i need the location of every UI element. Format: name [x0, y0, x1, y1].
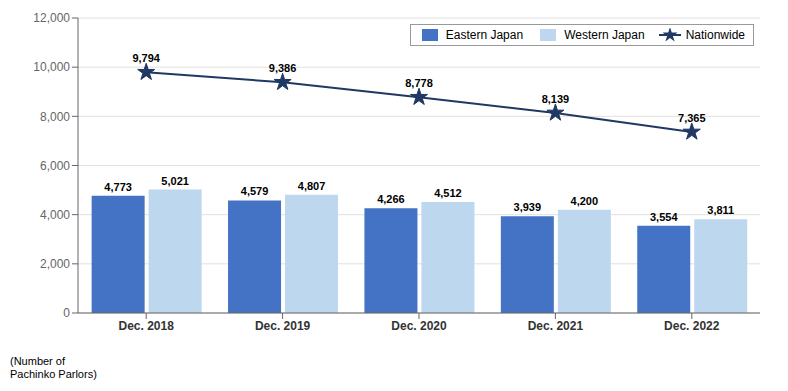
- svg-text:9,386: 9,386: [269, 62, 297, 74]
- svg-text:Dec. 2021: Dec. 2021: [528, 319, 584, 333]
- svg-text:2,000: 2,000: [40, 257, 70, 271]
- svg-text:5,021: 5,021: [161, 175, 189, 187]
- html-text:Eastern Japan: Eastern Japan: [445, 28, 524, 42]
- svg-text:Dec. 2022: Dec. 2022: [664, 319, 720, 333]
- html-text:Western Japan: Western Japan: [564, 28, 645, 42]
- svg-text:3,811: 3,811: [707, 204, 734, 216]
- svg-text:Dec. 2018: Dec. 2018: [119, 319, 175, 333]
- svg-text:4,000: 4,000: [40, 208, 70, 222]
- svg-text:3,939: 3,939: [514, 201, 542, 213]
- svg-text:10,000: 10,000: [33, 60, 70, 74]
- svg-text:8,778: 8,778: [405, 77, 433, 89]
- svg-text:8,139: 8,139: [542, 93, 570, 105]
- svg-text:4,266: 4,266: [377, 193, 405, 205]
- svg-text:Dec. 2019: Dec. 2019: [255, 319, 311, 333]
- svg-text:4,200: 4,200: [571, 195, 599, 207]
- html-text:(Number of Pachinko Parlors): (Number of Pachinko Parlors): [10, 355, 97, 380]
- svg-text:4,773: 4,773: [104, 181, 132, 193]
- svg-text:4,807: 4,807: [298, 180, 326, 192]
- svg-text:4,512: 4,512: [434, 187, 462, 199]
- svg-text:6,000: 6,000: [40, 159, 70, 173]
- svg-text:12,000: 12,000: [33, 11, 70, 25]
- svg-text:8,000: 8,000: [40, 110, 70, 124]
- svg-text:0: 0: [63, 306, 70, 320]
- svg-text:9,794: 9,794: [132, 52, 160, 64]
- html-text:Nationwide: Nationwide: [685, 28, 745, 42]
- svg-text:7,365: 7,365: [678, 112, 706, 124]
- svg-text:3,554: 3,554: [650, 211, 678, 223]
- svg-text:4,579: 4,579: [241, 185, 269, 197]
- svg-text:Dec. 2020: Dec. 2020: [391, 319, 447, 333]
